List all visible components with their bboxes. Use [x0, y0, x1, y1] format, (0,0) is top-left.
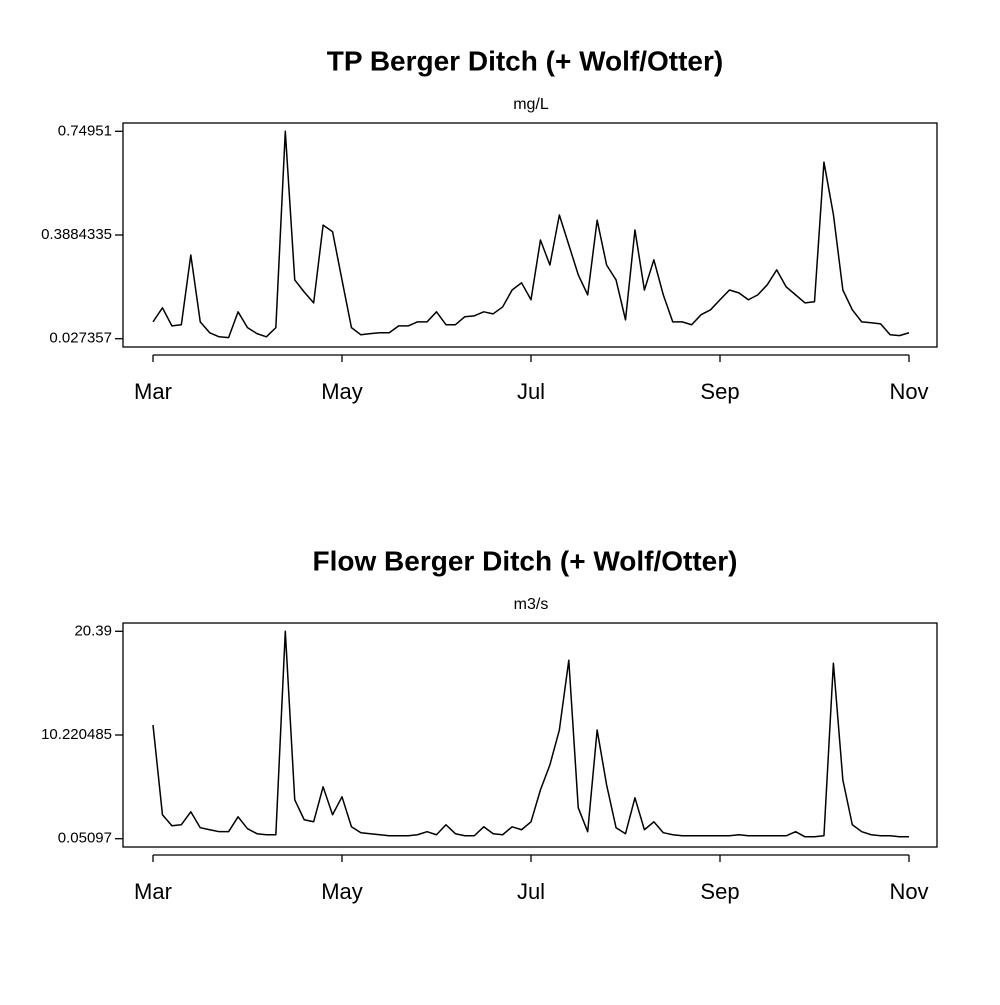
y-tick-label: 10.220485	[41, 726, 112, 743]
y-tick-label: 0.3884335	[41, 226, 112, 243]
chart-title: TP Berger Ditch (+ Wolf/Otter)	[327, 45, 723, 76]
plot-frame	[122, 122, 938, 348]
x-tick-label: Jul	[517, 879, 545, 904]
chart-title: Flow Berger Ditch (+ Wolf/Otter)	[313, 545, 738, 576]
x-tick-label: Sep	[700, 379, 739, 404]
x-tick-label: May	[321, 379, 363, 404]
x-tick-label: Mar	[134, 879, 172, 904]
y-tick-label: 0.05097	[58, 830, 112, 847]
data-line	[152, 130, 910, 339]
x-tick-label: Jul	[517, 379, 545, 404]
x-tick-label: Mar	[134, 379, 172, 404]
chart-subtitle: mg/L	[513, 96, 549, 113]
y-tick-label: 20.39	[74, 622, 112, 639]
x-tick-label: Nov	[889, 379, 928, 404]
x-tick-label: May	[321, 879, 363, 904]
y-tick-label: 0.74951	[58, 122, 112, 139]
x-tick-label: Nov	[889, 879, 928, 904]
chart-subtitle: m3/s	[514, 596, 549, 613]
plot-frame	[122, 622, 938, 848]
x-tick-label: Sep	[700, 879, 739, 904]
data-line	[152, 630, 909, 838]
y-tick-label: 0.027357	[49, 330, 112, 347]
